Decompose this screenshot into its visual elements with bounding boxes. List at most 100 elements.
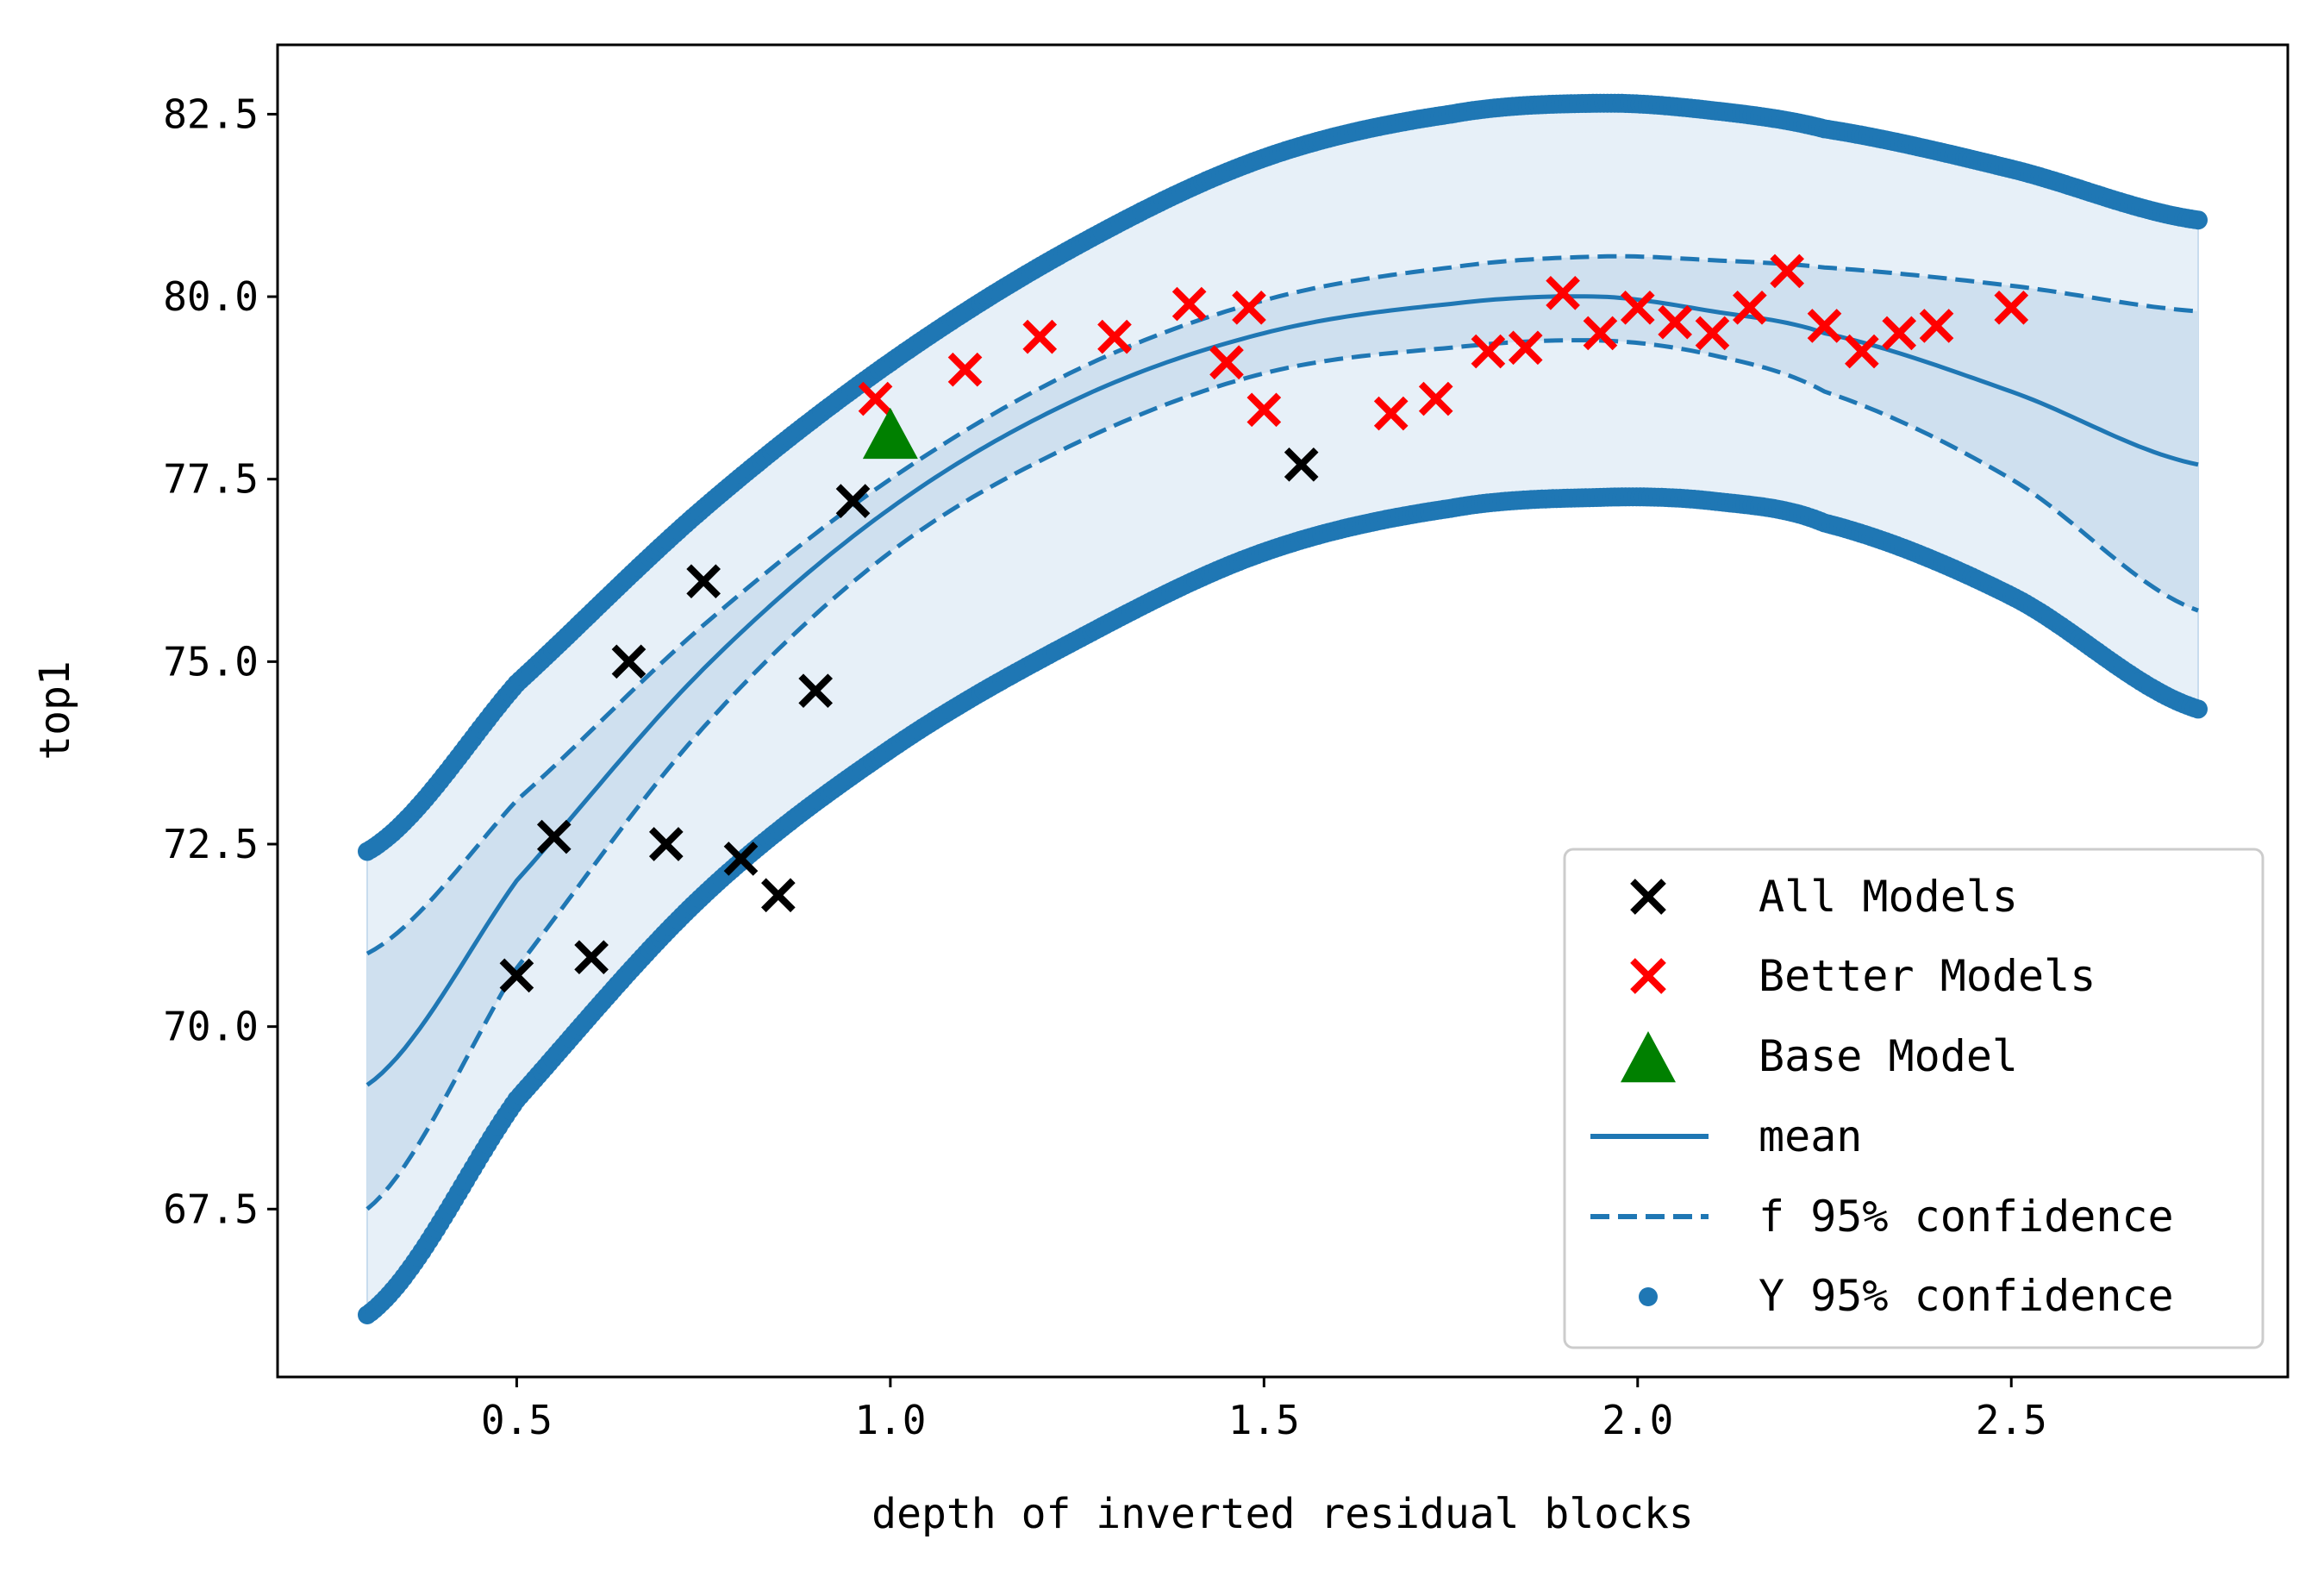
better-model-marker-stroke-b [1246, 392, 1282, 428]
better-model-marker-stroke-b [1508, 330, 1543, 366]
axes-frame [276, 43, 2290, 1379]
better-model-marker-stroke-b [1994, 290, 2029, 325]
x-tick-label: 2.0 [1602, 1397, 1673, 1443]
better-model-marker-stroke-b [1583, 316, 1618, 351]
legend-box [1563, 848, 2265, 1349]
better-model-marker [1373, 396, 1409, 431]
all-model-marker-stroke-b [1284, 447, 1319, 482]
f-95-upper-line [365, 253, 2199, 956]
y-tick-label: 70.0 [163, 1004, 259, 1050]
x-axis-label: depth of inverted residual blocks [872, 1490, 1694, 1538]
better-model-marker [1994, 290, 2029, 325]
y-95-upper-dots [358, 93, 2208, 861]
better-model-marker-stroke-b [1807, 309, 1842, 343]
better-model-marker-stroke-b [1209, 345, 1244, 380]
y-tick-label: 72.5 [163, 821, 259, 867]
better-model-marker [1658, 304, 1692, 340]
all-model-marker [761, 878, 796, 913]
better-model-marker [1471, 334, 1506, 369]
legend: All Models Better Models Base Model mean… [1563, 848, 2265, 1349]
better-model-marker-stroke-b [1232, 290, 1266, 325]
y-tick-label: 67.5 [163, 1186, 259, 1232]
legend-swatch-better-models-stroke-b [1630, 958, 1666, 994]
legend-label-f-95-confidence: f 95% confidence [1759, 1192, 2174, 1242]
x-tick-label: 2.5 [1976, 1397, 2047, 1443]
y-95-lower-dots [358, 487, 2208, 1324]
legend-label-all-models: All Models [1759, 872, 2018, 922]
better-model-marker [1770, 253, 1804, 289]
all-model-marker [798, 673, 834, 709]
legend-label-y-95-confidence: Y 95% confidence [1759, 1271, 2174, 1321]
better-model-marker [1246, 392, 1282, 428]
better-model-marker [1022, 319, 1058, 354]
all-model-marker-stroke-b [536, 819, 572, 854]
y-95-upper-dot [2189, 210, 2208, 230]
mean-line [365, 294, 2199, 1087]
all-model-marker-stroke-b [574, 940, 609, 975]
legend-swatch-all-models-stroke-b [1630, 879, 1666, 915]
better-model-marker [1845, 334, 1879, 369]
better-model-marker [1171, 286, 1207, 322]
better-model-marker [1732, 290, 1767, 325]
legend-label-base-model: Base Model [1759, 1031, 2018, 1081]
better-model-marker-stroke-b [1171, 286, 1207, 322]
better-model-marker [1919, 309, 1954, 343]
all-model-marker [1284, 447, 1319, 482]
better-model-marker-stroke-b [1732, 290, 1767, 325]
all-model-marker-stroke-b [723, 842, 759, 876]
better-model-marker-stroke-b [1658, 304, 1692, 340]
legend-label-better-models: Better Models [1759, 951, 2096, 1001]
all-model-marker-stroke-b [835, 484, 871, 518]
better-model-marker-stroke-b [1418, 381, 1453, 416]
x-tick-label: 0.5 [481, 1397, 553, 1443]
all-model-marker [574, 940, 609, 975]
y-95-lower-dot [2189, 699, 2208, 719]
legend-swatches [1590, 879, 1709, 1306]
all-model-marker [611, 644, 647, 679]
better-model-marker-stroke-b [858, 381, 893, 416]
all-model-marker [835, 484, 871, 518]
all-model-marker-stroke-b [686, 564, 721, 599]
better-model-marker-stroke-b [1373, 396, 1409, 431]
legend-label-mean: mean [1759, 1111, 1862, 1161]
x-tick-label: 1.0 [854, 1397, 926, 1443]
all-model-marker-stroke-b [611, 644, 647, 679]
legend-swatch-base-model [1621, 1031, 1676, 1083]
better-model-marker-stroke-b [1770, 253, 1804, 289]
better-model-marker [1209, 345, 1244, 380]
f-95-lower-line [365, 338, 2199, 1211]
better-model-marker [1097, 319, 1132, 354]
better-model-marker [1695, 316, 1730, 351]
legend-swatch-y-95 [1639, 1287, 1658, 1306]
better-model-marker [1232, 290, 1266, 325]
y-tick-label: 75.0 [163, 638, 259, 685]
y-axis: 67.5 70.0 72.5 75.0 77.5 80.0 82.5 [163, 91, 278, 1232]
x-tick-label: 1.5 [1228, 1397, 1300, 1443]
plot-layer [358, 93, 2208, 1324]
all-model-marker [648, 827, 684, 861]
better-model-marker-stroke-b [1471, 334, 1506, 369]
better-model-marker [1807, 309, 1842, 343]
all-model-marker-stroke-b [761, 878, 796, 913]
better-model-marker-stroke-b [1620, 290, 1655, 325]
better-models-points [858, 253, 2029, 431]
better-model-marker [1418, 381, 1453, 416]
all-model-marker [499, 958, 534, 993]
better-model-marker [1620, 290, 1655, 325]
y-tick-label: 82.5 [163, 91, 259, 137]
better-model-marker [947, 352, 983, 387]
better-model-marker-stroke-b [1695, 316, 1730, 351]
better-model-marker-stroke-b [1919, 309, 1954, 343]
legend-swatch-all-models [1630, 879, 1666, 915]
all-model-marker-stroke-b [648, 827, 684, 861]
all-model-marker-stroke-b [798, 673, 834, 709]
y-tick-label: 80.0 [163, 273, 259, 320]
x-axis: 0.5 1.0 1.5 2.0 2.5 [481, 1377, 2047, 1443]
better-model-marker [1546, 276, 1580, 310]
base-model-marker [862, 407, 918, 460]
y-tick-label: 77.5 [163, 456, 259, 503]
better-model-marker [858, 381, 893, 416]
better-model-marker-stroke-b [1882, 316, 1917, 351]
all-model-marker [723, 842, 759, 876]
better-model-marker-stroke-b [1022, 319, 1058, 354]
